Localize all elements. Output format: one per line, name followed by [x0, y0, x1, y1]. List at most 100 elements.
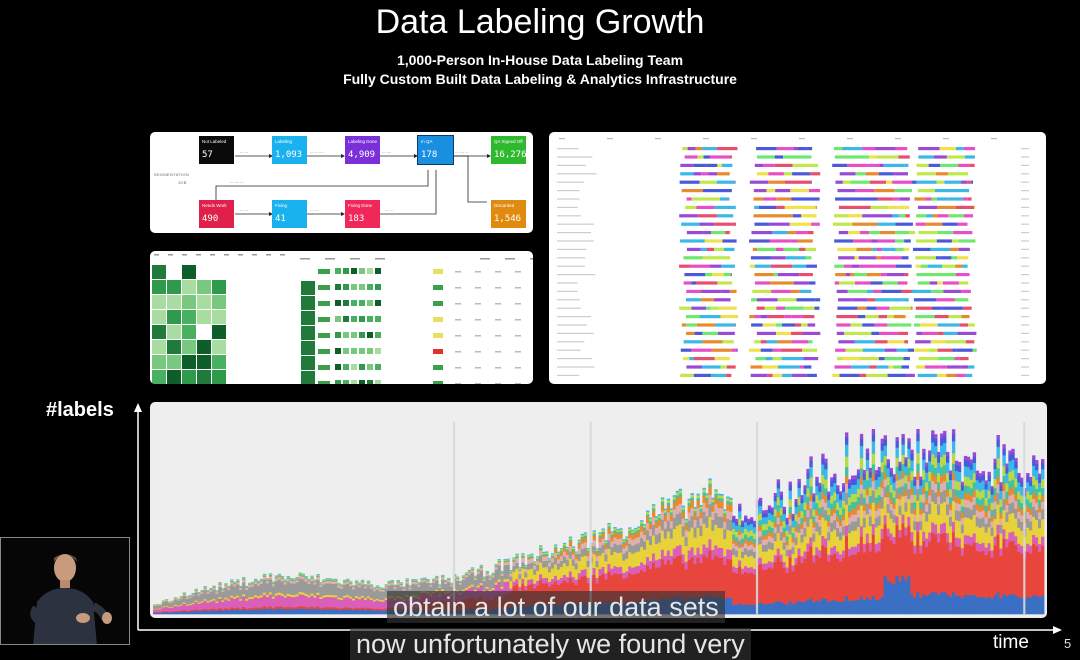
stacked-segment: [530, 563, 533, 569]
stacked-segment: [578, 548, 581, 554]
stacked-segment: [358, 610, 361, 615]
stacked-segment: [789, 513, 792, 519]
stacked-segment: [575, 559, 578, 564]
stacked-segment: [818, 526, 821, 535]
stacked-segment: [180, 596, 183, 597]
stacked-segment: [379, 591, 382, 600]
stacked-segment: [967, 467, 970, 477]
stacked-segment: [881, 508, 884, 529]
stacked-segment: [1002, 484, 1005, 491]
stacked-segment: [901, 478, 904, 486]
stacked-segment: [830, 510, 833, 516]
stacked-segment: [887, 463, 890, 469]
stacked-segment: [688, 499, 691, 501]
stacked-segment: [836, 510, 839, 517]
stacked-segment: [907, 526, 910, 577]
stacked-segment: [599, 535, 602, 537]
stacked-segment: [815, 480, 818, 486]
stacked-segment: [783, 507, 786, 510]
stacked-segment: [949, 510, 952, 517]
stacked-segment: [887, 477, 890, 485]
stacked-segment: [928, 461, 931, 472]
stacked-segment: [884, 497, 887, 515]
stacked-segment: [922, 541, 925, 595]
stacked-segment: [857, 497, 860, 504]
stacked-segment: [495, 564, 498, 565]
stacked-segment: [376, 600, 379, 609]
stacked-segment: [177, 598, 180, 599]
stacked-segment: [343, 596, 346, 598]
stacked-segment: [777, 601, 780, 615]
stacked-segment: [313, 609, 316, 614]
stacked-segment: [970, 509, 973, 519]
stacked-segment: [397, 580, 400, 581]
stacked-segment: [851, 600, 854, 614]
stacked-segment: [964, 466, 967, 477]
stacked-segment: [492, 577, 495, 588]
stacked-segment: [893, 522, 896, 536]
stacked-segment: [901, 472, 904, 479]
stacked-segment: [806, 552, 809, 600]
stacked-segment: [738, 511, 741, 519]
stacked-segment: [994, 488, 997, 496]
stacked-segment: [509, 576, 512, 581]
stacked-segment: [961, 524, 964, 533]
stacked-segment: [747, 557, 750, 568]
stacked-segment: [557, 559, 560, 564]
stacked-segment: [1038, 597, 1041, 614]
stacked-segment: [771, 543, 774, 550]
stacked-segment: [988, 597, 991, 615]
stacked-segment: [999, 556, 1002, 599]
stacked-segment: [726, 498, 729, 501]
stacked-segment: [729, 499, 732, 502]
stacked-segment: [854, 530, 857, 546]
stacked-segment: [634, 531, 637, 533]
stacked-segment: [1014, 468, 1017, 478]
stacked-segment: [762, 545, 765, 552]
stacked-segment: [916, 501, 919, 522]
stacked-segment: [1017, 518, 1020, 527]
stacked-segment: [649, 523, 652, 529]
stacked-segment: [533, 574, 536, 583]
stacked-segment: [1011, 487, 1014, 494]
stacked-segment: [797, 548, 800, 556]
stacked-segment: [284, 595, 287, 597]
stacked-segment: [1026, 551, 1029, 597]
stacked-segment: [1017, 551, 1020, 597]
stacked-segment: [251, 597, 254, 599]
stacked-segment: [699, 505, 702, 507]
stacked-segment: [797, 488, 800, 497]
stacked-segment: [985, 505, 988, 512]
stacked-segment: [613, 566, 616, 573]
stacked-segment: [673, 499, 676, 502]
stacked-segment: [744, 572, 747, 605]
stacked-segment: [239, 590, 242, 599]
stacked-segment: [512, 566, 515, 572]
stacked-segment: [863, 510, 866, 517]
stacked-segment: [904, 502, 907, 511]
stacked-segment: [800, 511, 803, 518]
stacked-segment: [195, 590, 198, 592]
stacked-segment: [893, 490, 896, 497]
stacked-segment: [797, 497, 800, 505]
stacked-segment: [584, 542, 587, 548]
stacked-segment: [394, 585, 397, 586]
stacked-segment: [994, 595, 997, 614]
stacked-segment: [863, 600, 866, 615]
stacked-segment: [904, 466, 907, 475]
stacked-segment: [307, 607, 310, 609]
stacked-segment: [910, 541, 913, 594]
stacked-segment: [809, 477, 812, 486]
stacked-segment: [732, 529, 735, 535]
stacked-segment: [593, 554, 596, 568]
stacked-segment: [1020, 486, 1023, 495]
stacked-segment: [762, 604, 765, 615]
stacked-segment: [836, 536, 839, 551]
stacked-segment: [705, 493, 708, 495]
stacked-segment: [575, 579, 578, 584]
stacked-segment: [982, 517, 985, 527]
stacked-segment: [839, 508, 842, 515]
stacked-segment: [171, 607, 174, 611]
stacked-segment: [973, 456, 976, 463]
subtitle-caption-line-1: obtain a lot of our data sets: [387, 591, 725, 623]
